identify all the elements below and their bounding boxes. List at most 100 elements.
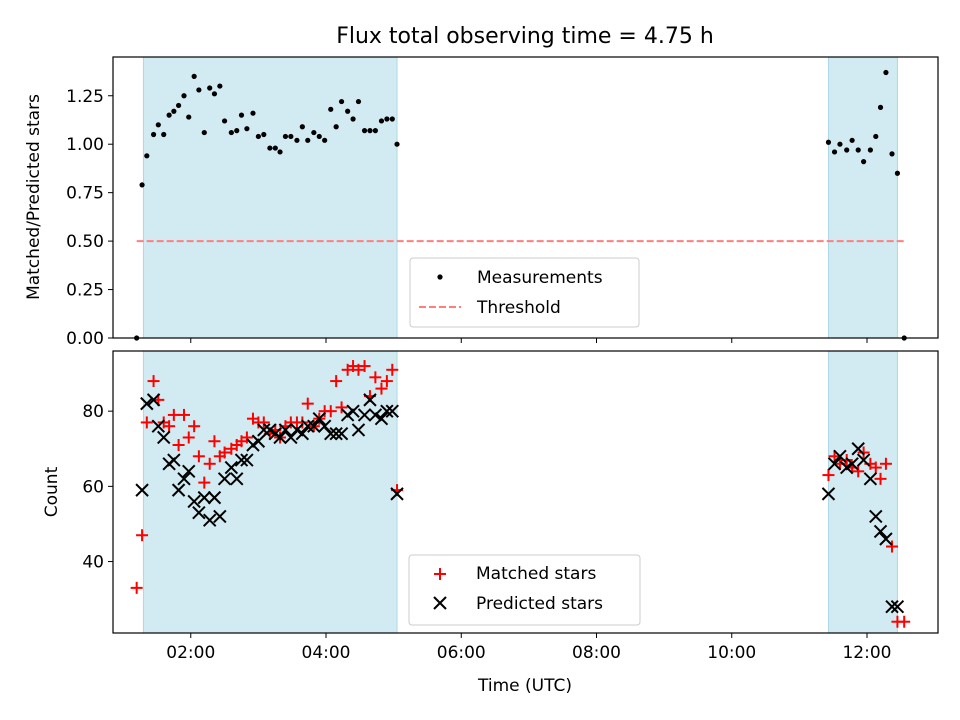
predicted-star-point: [346, 404, 360, 418]
matched-star-point: [178, 408, 191, 421]
matched-star-point: [296, 416, 309, 429]
predicted-star-point: [329, 427, 343, 441]
measurement-point: [861, 159, 867, 165]
matched-star-point: [886, 540, 899, 553]
measurement-point: [201, 129, 207, 136]
predicted-star-point: [307, 419, 321, 433]
measurement-point: [181, 93, 187, 99]
measurement-point: [299, 124, 305, 130]
measurement-point: [238, 112, 245, 118]
measurement-point: [255, 133, 261, 140]
matched-star-point: [375, 382, 388, 395]
measurement-point: [877, 104, 884, 110]
predicted-star-point: [295, 427, 310, 441]
predicted-star-point: [324, 427, 338, 441]
matched-star-point: [857, 446, 870, 459]
measurement-point: [345, 108, 351, 114]
measurement-point: [244, 126, 250, 132]
measurement-point: [831, 149, 838, 155]
measurement-point: [394, 141, 400, 147]
predicted-star-point: [879, 532, 893, 546]
predicted-star-point: [187, 494, 201, 509]
measurement-point: [367, 128, 373, 134]
count-xtick-label: 02:00: [166, 643, 215, 663]
matched-star-point: [380, 375, 393, 388]
matched-star-point: [182, 431, 195, 444]
measurement-point: [161, 131, 167, 138]
count-xtick-label: 10:00: [707, 643, 756, 663]
measurement-point: [261, 131, 267, 138]
predicted-star-point: [182, 464, 196, 479]
count-observing-window-1: [827, 350, 898, 634]
ratio-legend: Measurements Threshold: [409, 257, 640, 328]
measurement-point: [217, 83, 223, 89]
predicted-star-point: [230, 472, 244, 486]
predicted-star-point: [192, 505, 206, 520]
matched-star-point: [869, 461, 882, 474]
matched-star-point: [192, 450, 205, 463]
ratio-ytick-label: 0.00: [66, 329, 104, 349]
measurement-point: [150, 131, 157, 138]
measurement-point: [849, 137, 855, 143]
measurement-point: [328, 106, 334, 112]
matched-star-point: [358, 360, 371, 373]
ratio-ytick-label: 1.00: [66, 135, 104, 155]
ratio-y-axis-label: Matched/Predicted stars: [24, 94, 44, 300]
predicted-star-point: [851, 442, 865, 456]
measurement-point: [361, 128, 368, 134]
measurement-point: [191, 73, 197, 79]
predicted-star-point: [301, 419, 315, 433]
count-xtick-label: 04:00: [302, 643, 351, 663]
matched-star-point: [188, 420, 201, 433]
predicted-stars-legend-label: Predicted stars: [476, 594, 603, 614]
predicted-star-point: [845, 457, 859, 471]
measurement-point: [272, 145, 278, 151]
count-panel: 40 60 80 02:00 04:00 06:00 08:00 10:00 12:00 Co…: [42, 350, 939, 696]
matched-stars-legend-marker: [434, 568, 446, 580]
measurement-point: [333, 124, 339, 130]
x-axis-label: Time (UTC): [477, 676, 572, 696]
measurement-point: [221, 118, 228, 124]
predicted-star-point: [827, 457, 842, 471]
predicted-star-point: [146, 393, 161, 407]
predicted-star-point: [251, 434, 266, 448]
matched-star-point: [130, 581, 143, 594]
predicted-star-point: [284, 430, 298, 445]
matched-star-point: [301, 397, 314, 410]
matched-star-point: [208, 435, 221, 448]
measurement-point: [350, 116, 356, 122]
measurement-point: [825, 139, 832, 145]
predicted-star-point: [380, 404, 394, 418]
predicted-star-point: [278, 423, 293, 437]
predicted-star-point: [863, 472, 878, 486]
measurement-point: [155, 122, 161, 128]
matched-star-point: [203, 457, 216, 470]
measurement-point: [855, 147, 861, 153]
predicted-star-point: [202, 513, 217, 527]
matched-star-point: [352, 363, 365, 376]
measurement-point: [175, 102, 182, 109]
predicted-star-point: [234, 453, 249, 467]
measurement-point: [384, 116, 390, 122]
measurement-point: [277, 149, 283, 155]
measurement-point: [166, 112, 172, 118]
matched-star-point: [240, 431, 253, 444]
measurement-point: [837, 141, 843, 147]
measurement-point: [234, 128, 240, 134]
count-legend-box: [408, 554, 641, 626]
matched-star-point: [386, 363, 399, 376]
predicted-star-point: [368, 408, 383, 422]
measurements-legend-marker: [437, 274, 443, 280]
measurement-point: [250, 110, 256, 116]
predicted-star-point: [207, 490, 222, 505]
measurement-point: [889, 151, 895, 157]
measurement-point: [883, 69, 889, 76]
measurement-point: [316, 133, 322, 140]
count-xtick-label: 08:00: [572, 643, 621, 663]
measurement-point: [288, 133, 294, 140]
predicted-star-point: [257, 423, 271, 437]
predicted-star-point: [385, 404, 399, 418]
measurement-point: [844, 147, 850, 153]
measurement-point: [211, 91, 218, 97]
matched-star-point: [163, 420, 176, 433]
